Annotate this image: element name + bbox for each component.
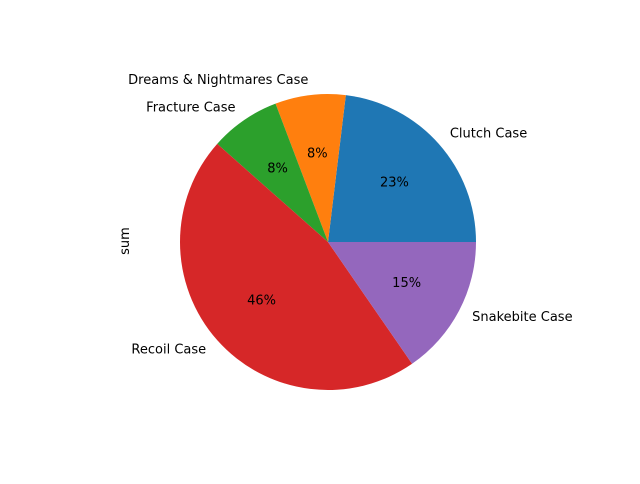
pie-slice-snakebite-case <box>328 242 476 364</box>
slice-labels: Clutch Case Dreams & Nightmares Case Fract… <box>128 73 572 358</box>
slice-label-clutch-case: Clutch Case <box>450 127 527 142</box>
slice-percent-recoil-case: 46% <box>247 293 276 308</box>
y-axis-label: sum <box>118 227 133 255</box>
slice-percent-clutch-case: 23% <box>380 176 409 191</box>
pie-slice-fracture-case <box>217 103 328 242</box>
slice-percent-labels: 23% 8% 8% 46% 15% <box>247 146 421 308</box>
slice-label-recoil-case: Recoil Case <box>131 342 206 357</box>
slice-percent-snakebite-case: 15% <box>392 276 421 291</box>
pie-slice-clutch-case <box>328 95 476 242</box>
slice-label-dreams-and-nightmares-case: Dreams & Nightmares Case <box>128 73 308 88</box>
slice-label-snakebite-case: Snakebite Case <box>472 310 572 325</box>
slice-percent-dreams-and-nightmares-case: 8% <box>307 146 328 161</box>
pie-slice-dreams-and-nightmares-case <box>275 94 346 243</box>
pie-slice-recoil-case <box>180 143 413 390</box>
pie-slices <box>180 94 476 390</box>
slice-label-fracture-case: Fracture Case <box>146 101 235 116</box>
slice-percent-fracture-case: 8% <box>267 161 288 176</box>
